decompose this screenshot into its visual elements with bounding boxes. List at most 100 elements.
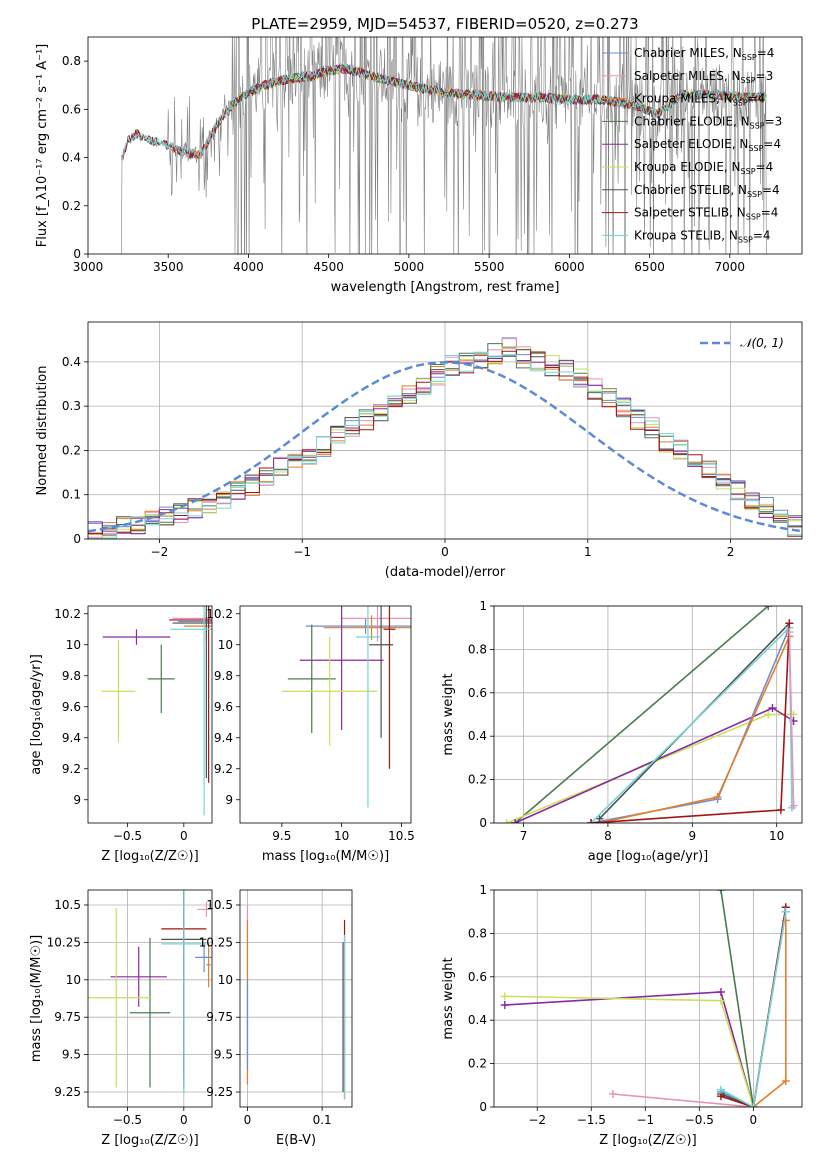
plus-marker <box>511 819 520 823</box>
plus-marker <box>716 890 725 894</box>
plot-area <box>120 37 767 254</box>
errorbar-point <box>88 907 150 1088</box>
y-tick-label: 9.2 <box>214 762 233 776</box>
y-tick-label: 9 <box>225 793 233 807</box>
x-tick-label: 7 <box>520 829 528 843</box>
errorbar-point <box>169 606 212 783</box>
y-tick-label: 9.8 <box>62 669 81 683</box>
errorbar-point <box>161 890 207 1094</box>
plus-marker <box>776 805 785 814</box>
legend-label: Chabrier MILES, NSSP=4 <box>634 46 774 62</box>
plot-area <box>88 890 212 1094</box>
errorbar-point <box>197 901 212 917</box>
x-axis-label: (data-model)/error <box>385 565 506 580</box>
y-tick-label: 0.2 <box>468 773 487 787</box>
gaussian-curve <box>88 361 802 533</box>
plus-marker <box>781 907 790 916</box>
x-tick-label: 3000 <box>73 260 104 274</box>
y-tick-label: 9.5 <box>62 1048 81 1062</box>
x-tick-label: 6500 <box>634 260 665 274</box>
legend-label: Salpeter MILES, NSSP=3 <box>634 69 773 85</box>
x-axis-label: age [log₁₀(age/yr)] <box>588 849 709 864</box>
y-tick-label: 9.2 <box>62 762 81 776</box>
axes-frame <box>493 605 803 824</box>
plus-marker <box>716 1085 725 1094</box>
axes-frame <box>87 321 803 540</box>
y-tick-label: 0.3 <box>62 399 81 413</box>
plot-area <box>502 606 798 823</box>
errorbar-point <box>299 606 384 730</box>
y-tick-label: 9.6 <box>62 700 81 714</box>
y-tick-label: 9.4 <box>214 731 233 745</box>
errorbar-point <box>172 606 212 779</box>
errorbar-point <box>341 606 411 642</box>
y-tick-label: 0 <box>479 816 487 830</box>
y-tick-label: 0 <box>479 1100 487 1114</box>
series-kroupa-miles <box>599 636 791 823</box>
errorbar-point <box>355 606 380 808</box>
x-tick-label: −1 <box>293 545 311 559</box>
series-chabrier-elodie <box>514 606 769 823</box>
y-axis-label: mass weight <box>441 673 456 755</box>
legend-label: Chabrier ELODIE, NSSP=3 <box>634 114 782 130</box>
y-tick-label: 0.2 <box>62 443 81 457</box>
x-tick-label: 0 <box>180 1113 188 1127</box>
y-tick-label: 0.4 <box>62 151 81 165</box>
x-tick-label: 0.1 <box>313 1113 332 1127</box>
y-tick-label: 10 <box>218 973 233 987</box>
plus-marker <box>500 992 509 1001</box>
y-tick-label: 0.1 <box>62 488 81 502</box>
chart-residuals: −2 −1 0 1 2 0 0.1 0.2 0.3 0.4 (data-model)/error No… <box>35 321 803 580</box>
x-axis-label: mass [log₁₀(M/M☉)] <box>262 849 389 864</box>
chart-mass-vs-ebv: 0 0.1 9.25 9.5 9.75 10 10.25 10.5 E(B-V) <box>199 889 353 1148</box>
y-tick-label: 0.8 <box>468 642 487 656</box>
errorbar-point <box>206 942 211 988</box>
x-tick-label: 8 <box>604 829 612 843</box>
plus-marker <box>502 819 511 823</box>
series-chabrier-elodie <box>720 890 755 1107</box>
plot-area <box>246 904 346 1100</box>
plus-marker <box>595 814 604 823</box>
errorbar-point <box>323 615 411 641</box>
chart-spectrum: 3000 3500 4000 4500 5000 5500 6000 6500 7000 0 0.2… <box>35 15 803 295</box>
plus-marker <box>785 628 794 637</box>
y-tick-label: 10 <box>66 638 81 652</box>
plus-marker <box>764 606 773 610</box>
x-tick-label: 1 <box>584 545 592 559</box>
y-tick-label: 10.2 <box>206 607 233 621</box>
y-tick-label: 0.2 <box>468 1057 487 1071</box>
y-tick-label: 0.4 <box>468 1013 487 1027</box>
chart-age-vs-Z: −0.5 0 9 9.2 9.4 9.6 9.8 10 10.2 Z [log₁₀(Z/Z☉)] a… <box>29 605 213 864</box>
y-tick-label: 9.5 <box>214 1048 233 1062</box>
x-tick-label: 4000 <box>233 260 264 274</box>
y-tick-label: 10.25 <box>199 935 233 949</box>
plus-marker <box>587 819 596 823</box>
errorbar-point <box>147 644 175 713</box>
legend-label: Salpeter ELODIE, NSSP=4 <box>634 137 781 153</box>
histogram-kroupa-stelib <box>88 351 802 539</box>
chart-title: PLATE=2959, MJD=54537, FIBERID=0520, z=0… <box>251 15 638 33</box>
y-axis-label: mass weight <box>441 957 456 1039</box>
errorbar-point <box>281 637 378 746</box>
errorbar-point <box>129 937 171 1088</box>
chart-age-vs-mass: 9.5 10 10.5 9 9.2 9.4 9.6 9.8 10 10.2 mass [log₁₀(… <box>206 605 415 864</box>
plot-area <box>500 890 790 1107</box>
y-tick-label: 0.2 <box>62 199 81 213</box>
legend-label: Salpeter STELIB, NSSP=4 <box>634 206 778 222</box>
x-tick-label: 10 <box>769 829 784 843</box>
chart-weight-vs-Z: −2 −1.5 −1 −0.5 0 0 0.2 0.4 0.6 0.8 1 Z [log₁₀(Z/Z☉… <box>441 883 803 1148</box>
y-tick-label: 10 <box>66 973 81 987</box>
errorbar-point <box>287 624 336 734</box>
x-tick-label: 0 <box>750 1113 758 1127</box>
axes-frame <box>87 36 803 255</box>
x-tick-label: 9 <box>688 829 696 843</box>
axes-frame <box>239 889 353 1108</box>
y-axis-label: Flux [f_λ10⁻¹⁷ erg cm⁻² s⁻¹ A⁻¹] <box>35 44 50 248</box>
plot-area <box>101 606 212 816</box>
axes-frame <box>87 889 213 1108</box>
y-tick-label: 1 <box>479 599 487 613</box>
series-salpeter-miles <box>788 631 795 806</box>
x-tick-label: 0 <box>180 829 188 843</box>
x-axis-label: wavelength [Angstrom, rest frame] <box>331 280 560 295</box>
y-tick-label: 0.4 <box>468 729 487 743</box>
